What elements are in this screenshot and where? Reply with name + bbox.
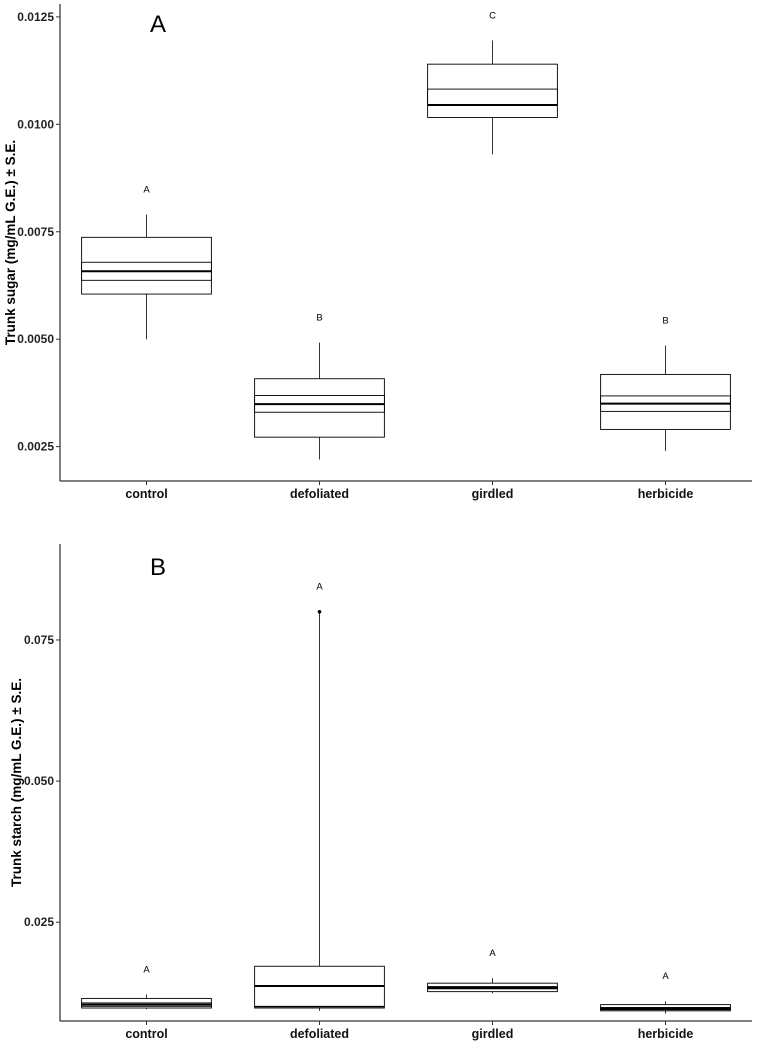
significance-letter: A	[143, 185, 150, 196]
y-tick-label: 0.0050	[17, 332, 54, 346]
y-tick-label: 0.0100	[17, 117, 54, 131]
significance-letter: B	[662, 316, 668, 327]
y-axis-title: Trunk starch (mg/mL G.E.) ± S.E.	[9, 678, 24, 887]
panel-b-starch-chart: 0.025 0.050 0.075 Trunk starch (mg/mL G.E.)…	[9, 544, 752, 1041]
significance-letter: A	[143, 964, 150, 975]
significance-letter: C	[489, 11, 496, 22]
box-se	[254, 1006, 385, 1009]
x-category-label: control	[125, 487, 167, 501]
y-tick-label: 0.075	[24, 633, 54, 647]
panel-a-sugar-chart: 0.0025 0.0050 0.0075 0.0100 0.0125 Trunk suga…	[3, 4, 752, 501]
y-tick-label: 0.0125	[17, 10, 54, 24]
x-category-label: defoliated	[290, 487, 349, 501]
significance-letter: A	[489, 948, 496, 959]
y-tick-label: 0.050	[24, 774, 54, 788]
panel-letter: A	[150, 11, 166, 38]
y-tick-label: 0.025	[24, 915, 54, 929]
x-category-label: girdled	[472, 487, 514, 501]
x-category-label: defoliated	[290, 1027, 349, 1041]
significance-letter: B	[316, 313, 322, 324]
significance-letter: A	[662, 971, 669, 982]
outlier-point	[317, 609, 322, 614]
panel-letter: B	[150, 554, 166, 581]
x-category-label: girdled	[472, 1027, 514, 1041]
y-tick-label: 0.0075	[17, 225, 54, 239]
significance-letter: A	[316, 582, 323, 593]
x-category-label: control	[125, 1027, 167, 1041]
x-category-label: herbicide	[638, 1027, 694, 1041]
x-category-label: herbicide	[638, 487, 694, 501]
y-axis-title: Trunk sugar (mg/mL G.E.) ± S.E.	[3, 140, 18, 345]
box-se	[427, 88, 558, 106]
y-tick-label: 0.0025	[17, 440, 54, 454]
